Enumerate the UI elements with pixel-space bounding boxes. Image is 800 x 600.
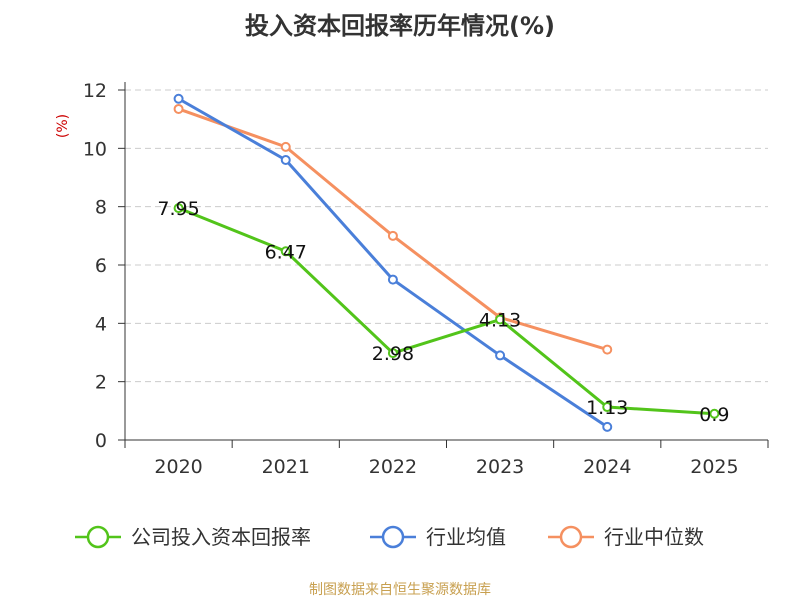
data-labels: 7.95 6.47 2.98 4.13 1.13 0.9	[157, 198, 729, 426]
data-point[interactable]	[602, 402, 613, 413]
chart-title: 投入资本回报率历年情况(%)	[245, 12, 555, 40]
y-tick-label: 8	[95, 197, 107, 219]
data-point[interactable]	[387, 274, 398, 285]
legend-swatch-marker	[559, 525, 583, 549]
series-line	[178, 206, 715, 416]
data-point[interactable]	[602, 421, 613, 432]
x-tick-label: 2023	[476, 456, 524, 478]
data-point[interactable]	[173, 103, 184, 114]
legend-label: 行业均值	[426, 525, 506, 549]
series-line	[177, 97, 609, 429]
data-label: 7.95	[157, 198, 199, 220]
y-tick-label: 12	[83, 80, 107, 102]
data-point[interactable]	[387, 348, 398, 359]
legend-label: 行业中位数	[604, 525, 704, 549]
data-point[interactable]	[280, 155, 291, 165]
data-label: 6.47	[265, 241, 307, 263]
data-point[interactable]	[280, 141, 291, 152]
y-tick-label: 4	[95, 313, 107, 335]
data-point[interactable]	[280, 246, 291, 257]
y-tick-label: 10	[83, 138, 107, 160]
data-label: 0.9	[699, 404, 729, 426]
x-tick-label: 2020	[154, 456, 202, 478]
y-axis-unit: (%)	[55, 114, 71, 138]
legend-swatch-marker	[381, 525, 405, 549]
x-tick-label: 2021	[262, 456, 310, 478]
legend-swatch-marker	[86, 525, 110, 549]
data-point[interactable]	[495, 350, 506, 361]
x-tick-label: 2024	[583, 456, 631, 478]
data-point[interactable]	[602, 344, 613, 355]
data-label: 4.13	[479, 310, 521, 332]
data-point[interactable]	[173, 203, 184, 214]
legend[interactable]: 公司投入资本回报率 行业均值 行业中位数	[75, 525, 704, 549]
x-tick-label: 2022	[369, 456, 417, 478]
series-group	[173, 93, 720, 432]
series-line	[178, 107, 608, 352]
data-label: 1.13	[586, 397, 628, 419]
source-note: 制图数据来自恒生聚源数据库	[309, 582, 491, 598]
data-point[interactable]	[709, 408, 720, 419]
data-point[interactable]	[387, 230, 398, 241]
y-tick-label: 0	[95, 430, 107, 452]
legend-item[interactable]: 行业均值	[370, 525, 506, 549]
legend-item[interactable]: 公司投入资本回报率	[75, 525, 311, 549]
data-point[interactable]	[495, 314, 506, 325]
gridlines	[125, 89, 768, 383]
data-label: 2.98	[372, 343, 414, 365]
y-tick-label: 6	[95, 255, 107, 277]
x-tick-label: 2025	[690, 456, 738, 478]
axes: 0 2 4 6 8 10 12 2020 2021 2022 2023 2024 2025	[83, 80, 769, 478]
y-tick-label: 2	[95, 372, 107, 394]
legend-item[interactable]: 行业中位数	[548, 525, 704, 549]
data-point[interactable]	[173, 93, 184, 104]
legend-label: 公司投入资本回报率	[131, 525, 311, 549]
